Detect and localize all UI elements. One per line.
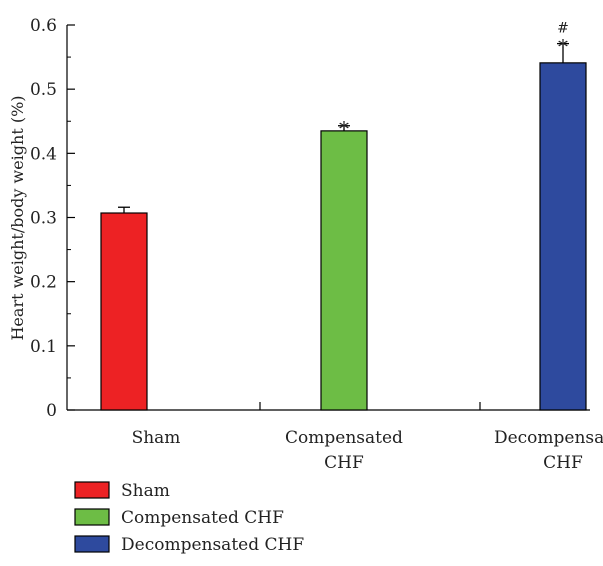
category-label-line2: CHF: [324, 453, 364, 473]
legend-label: Decompensated CHF: [121, 535, 304, 555]
legend-swatch: [74, 481, 110, 499]
category-label-line2: CHF: [543, 453, 583, 473]
legend-swatch: [74, 508, 110, 526]
significance-asterisk: *: [339, 117, 349, 141]
significance-marks: **#: [339, 21, 569, 141]
y-axis-label: Heart weight/body weight (%): [8, 95, 27, 340]
y-tick-label: 0.2: [30, 273, 57, 293]
y-tick-label: 0.5: [30, 80, 57, 100]
x-axis-categories: Sham Compensated CHF Decompensated CHF: [132, 428, 603, 473]
legend: Sham Compensated CHF Decompensated CHF: [74, 481, 304, 555]
axes: 0 0.1 0.2 0.3 0.4 0.5 0.6: [30, 16, 590, 421]
legend-swatch: [74, 535, 110, 553]
y-tick-label: 0.4: [30, 144, 57, 164]
category-label: Sham: [132, 428, 181, 448]
bars: [100, 62, 587, 411]
y-tick-label: 0.6: [30, 16, 57, 36]
category-label: Compensated: [285, 428, 403, 448]
category-label: Decompensated: [494, 428, 603, 448]
significance-asterisk: *: [558, 35, 568, 59]
significance-hash: #: [557, 21, 569, 37]
y-tick-label: 0.1: [30, 337, 57, 357]
bar: [539, 62, 587, 411]
legend-label: Sham: [121, 481, 170, 501]
legend-label: Compensated CHF: [121, 508, 284, 528]
y-tick-label: 0: [46, 401, 57, 421]
bar: [320, 130, 368, 411]
bar: [100, 212, 148, 411]
y-tick-label: 0.3: [30, 209, 57, 229]
error-bars: [118, 42, 569, 214]
